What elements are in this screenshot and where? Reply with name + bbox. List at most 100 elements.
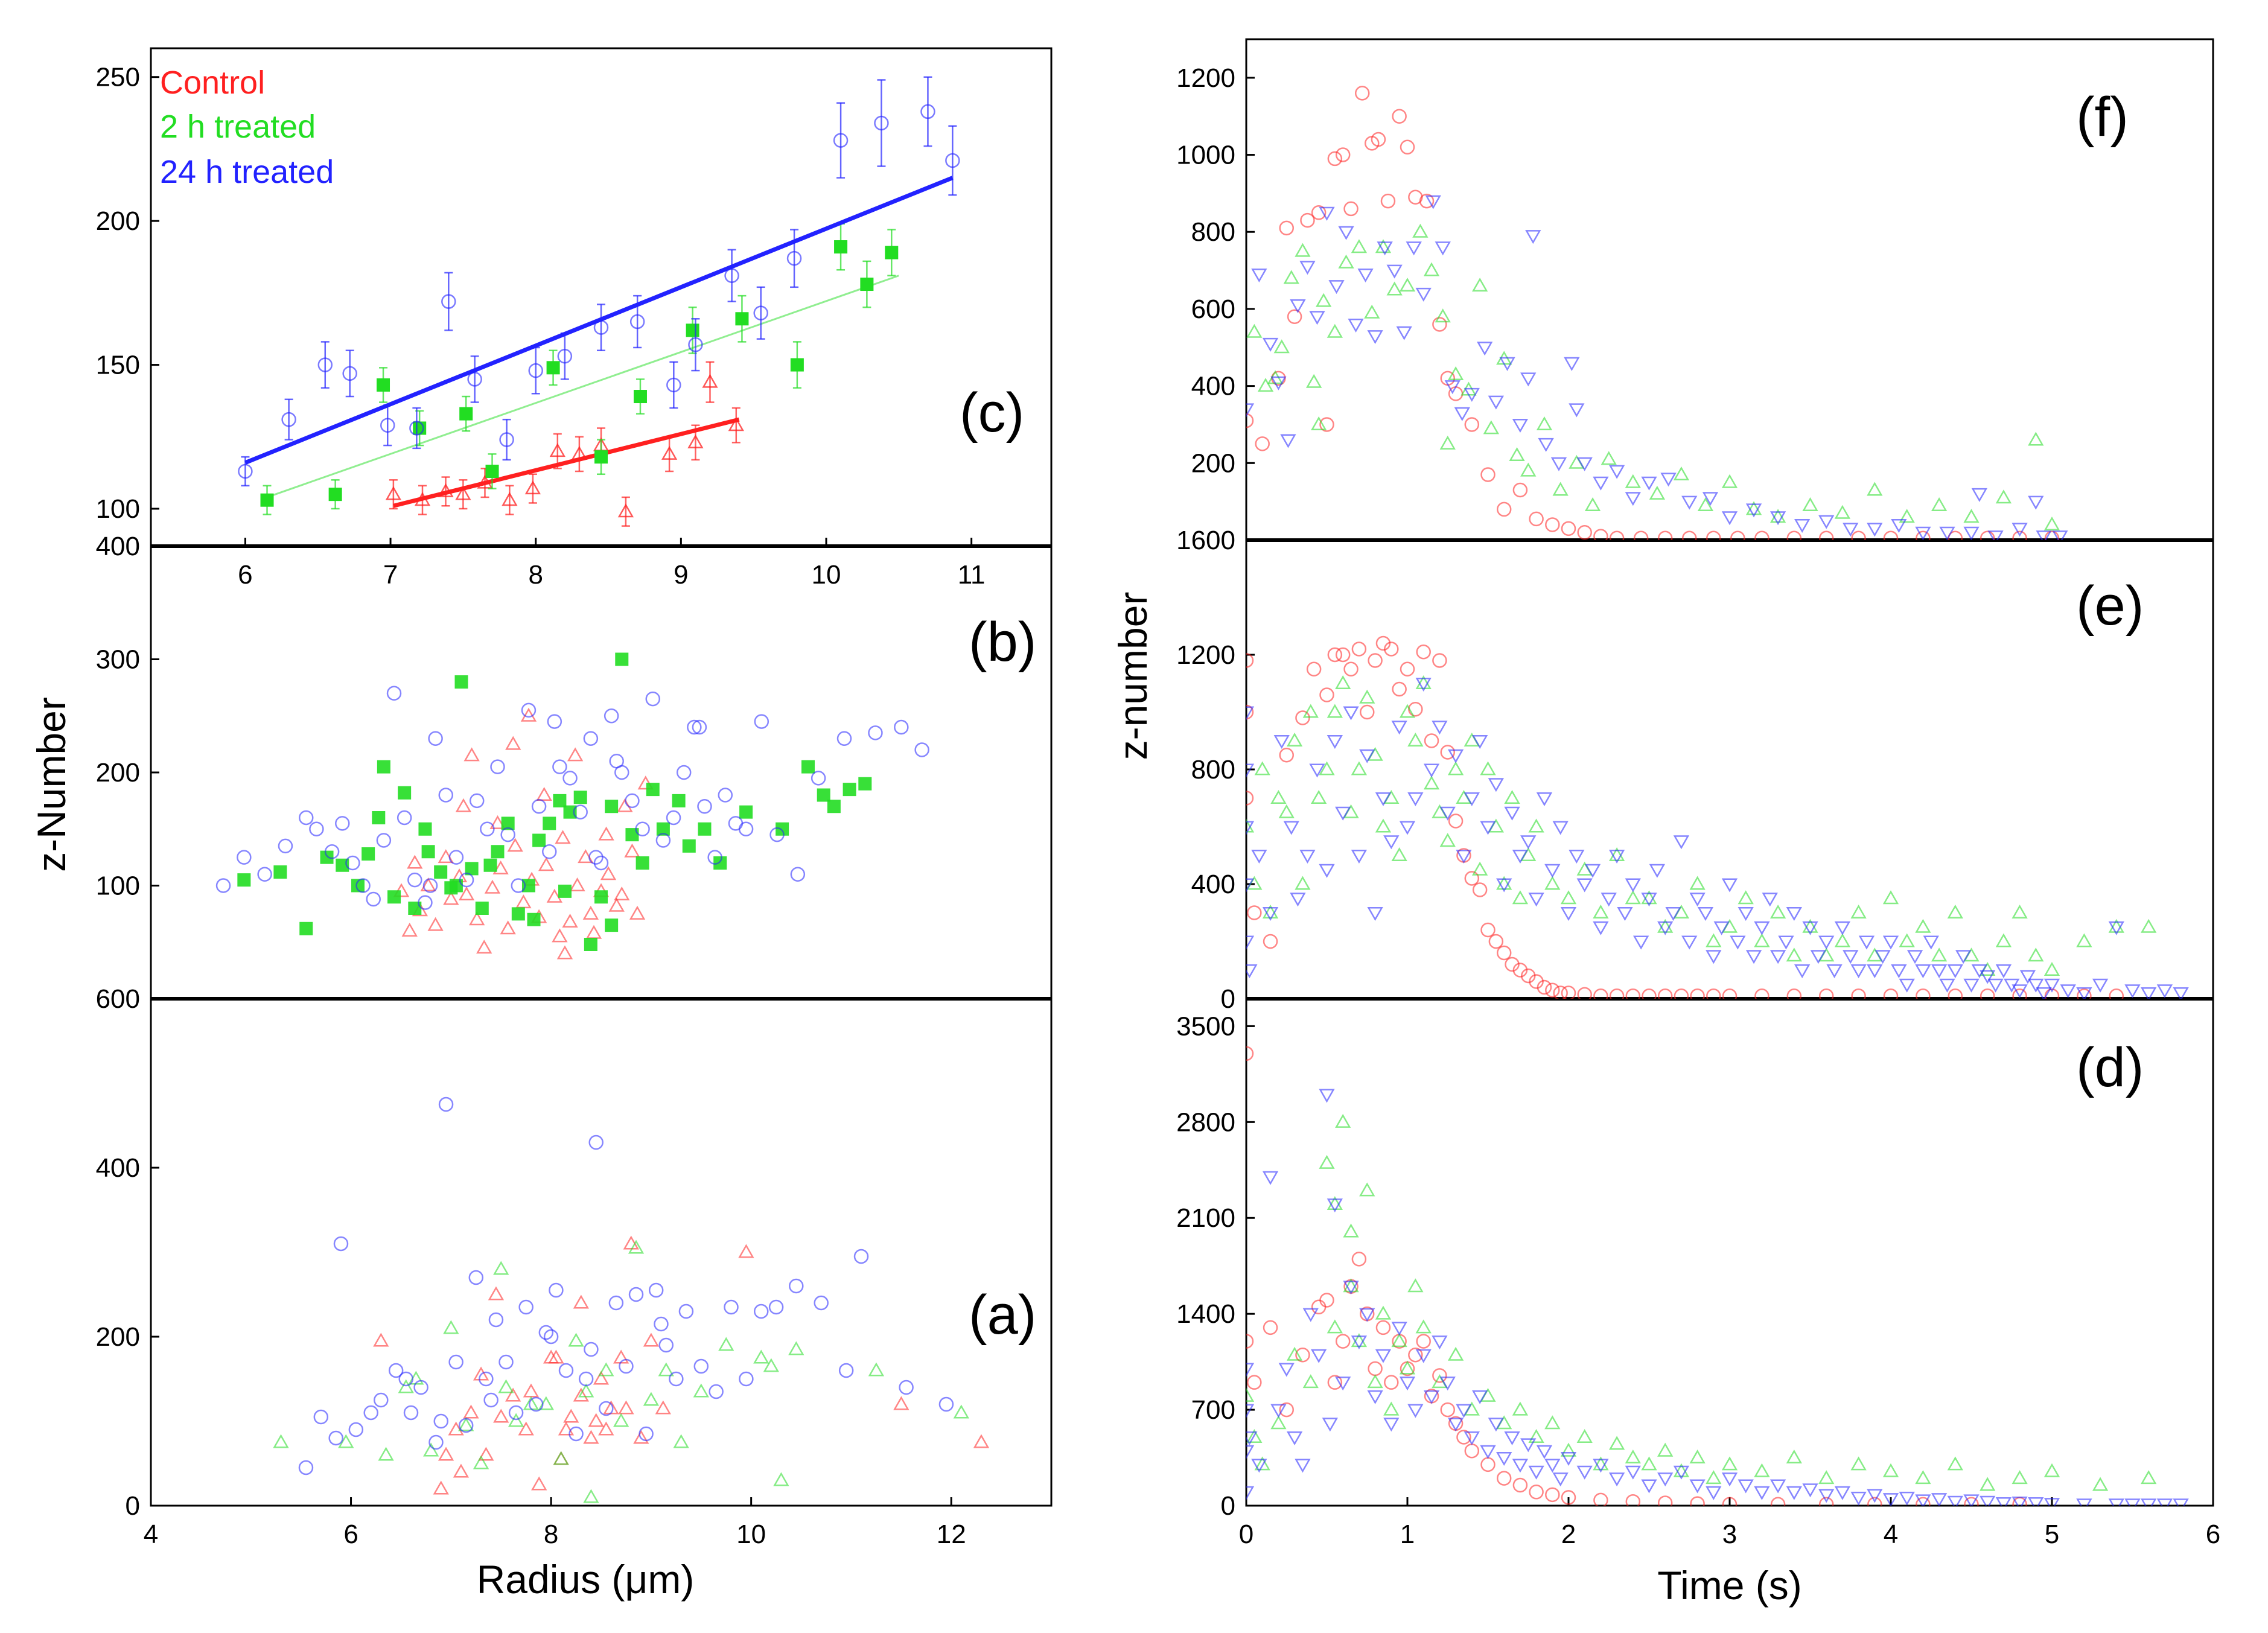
data-point xyxy=(1327,704,1343,718)
data-point xyxy=(1987,978,2004,993)
data-point xyxy=(1810,950,1827,964)
data-point xyxy=(1496,878,1512,893)
data-point xyxy=(398,786,412,800)
data-point xyxy=(1415,675,1432,689)
data-point xyxy=(1608,847,1625,861)
data-point xyxy=(528,1396,544,1412)
data-point xyxy=(687,719,702,735)
y-tick-label: 400 xyxy=(1191,372,1235,401)
data-point xyxy=(1310,416,1327,430)
data-point xyxy=(1368,1361,1383,1377)
data-point xyxy=(397,810,412,826)
data-point xyxy=(1408,1348,1423,1363)
data-point xyxy=(553,1451,569,1465)
data-point xyxy=(1480,761,1496,775)
data-point xyxy=(493,1261,509,1275)
data-point xyxy=(1980,988,1995,999)
data-point xyxy=(860,278,874,291)
data-point xyxy=(628,1240,645,1254)
data-point xyxy=(672,794,686,807)
data-point xyxy=(1706,933,1722,947)
data-point xyxy=(1882,1463,1899,1477)
y-tick-label: 0 xyxy=(126,1491,140,1521)
data-point xyxy=(1270,789,1287,804)
data-point xyxy=(1496,1471,1512,1486)
data-point xyxy=(1246,704,1254,720)
data-point xyxy=(753,1349,769,1364)
data-point xyxy=(1412,223,1429,238)
data-point xyxy=(1593,904,1609,918)
data-point xyxy=(1286,732,1303,746)
panel-d-marks xyxy=(1246,1046,2189,1506)
data-point xyxy=(562,771,578,786)
data-point xyxy=(1923,935,1939,950)
data-point xyxy=(1386,281,1403,296)
data-point xyxy=(1834,933,1851,947)
data-point xyxy=(1471,278,1488,292)
data-point xyxy=(1302,1308,1319,1322)
data-point xyxy=(776,822,789,836)
data-point xyxy=(1262,1171,1279,1185)
data-point xyxy=(1625,474,1641,488)
data-point xyxy=(408,902,422,915)
data-point xyxy=(573,791,587,804)
data-point xyxy=(454,675,468,689)
data-point xyxy=(1328,280,1345,294)
data-point xyxy=(2076,933,2092,947)
data-point xyxy=(1407,1404,1424,1418)
data-point xyxy=(385,486,402,500)
panel-b-marks xyxy=(215,652,929,960)
data-point xyxy=(1625,492,1641,506)
data-point xyxy=(479,1371,494,1387)
data-point xyxy=(1343,1223,1359,1238)
data-point xyxy=(1843,950,1859,964)
data-point xyxy=(1834,1486,1851,1500)
data-point xyxy=(549,443,565,457)
data-point xyxy=(1883,988,1899,999)
data-point xyxy=(372,811,386,824)
data-point xyxy=(625,828,639,842)
data-point xyxy=(1367,1390,1383,1404)
data-point xyxy=(1802,497,1818,512)
data-point xyxy=(1544,1415,1561,1430)
data-point xyxy=(467,372,482,387)
data-point xyxy=(2173,987,2189,999)
data-point xyxy=(1423,763,1440,778)
data-point xyxy=(434,865,448,879)
data-point xyxy=(2043,978,2060,993)
data-point xyxy=(678,1304,694,1319)
x-tick-label: 4 xyxy=(144,1520,158,1549)
data-point xyxy=(1464,871,1480,886)
data-point xyxy=(1377,241,1393,256)
data-point xyxy=(1499,357,1515,371)
data-point xyxy=(1818,1470,1835,1485)
data-point xyxy=(788,1341,804,1355)
data-point xyxy=(1351,1333,1368,1348)
x-tick-label: 10 xyxy=(812,560,841,590)
data-point xyxy=(1375,1320,1391,1335)
data-point xyxy=(633,390,647,404)
data-point xyxy=(588,850,604,865)
data-point xyxy=(342,366,357,381)
data-point xyxy=(1850,904,1867,918)
data-point xyxy=(557,349,573,364)
data-point xyxy=(558,1421,575,1436)
data-point xyxy=(1601,451,1617,465)
data-point xyxy=(1649,485,1666,500)
data-point xyxy=(1488,1418,1505,1432)
data-point xyxy=(531,799,547,814)
data-point xyxy=(1722,988,1738,999)
data-point xyxy=(1246,791,1254,806)
left-y-axis-label: z-Number xyxy=(29,697,74,872)
data-point xyxy=(713,856,727,870)
data-point xyxy=(1280,434,1296,448)
data-point xyxy=(1456,850,1472,864)
data-point xyxy=(388,1363,404,1378)
panel-label-e: (e) xyxy=(2076,575,2144,637)
data-point xyxy=(1593,476,1609,491)
data-point xyxy=(1278,804,1295,818)
data-point xyxy=(738,821,754,836)
data-point xyxy=(1464,1443,1480,1459)
data-point xyxy=(298,810,314,826)
data-point xyxy=(1447,1346,1464,1361)
